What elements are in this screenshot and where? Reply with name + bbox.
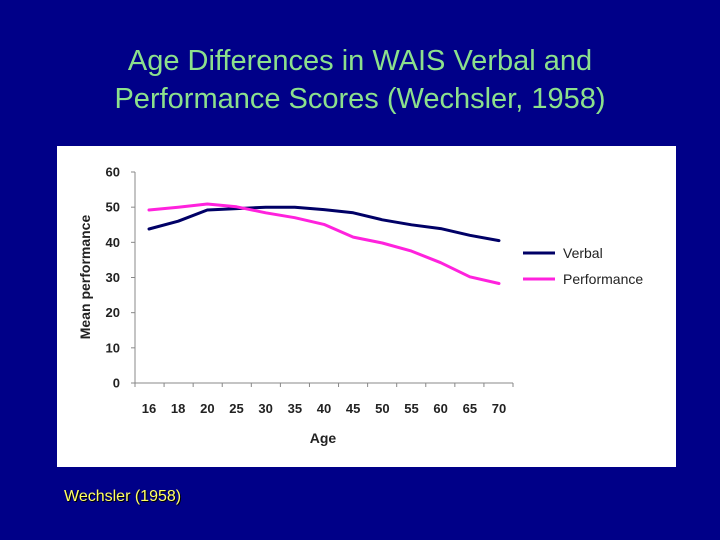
series-line-performance: [147, 202, 501, 285]
slide-title-line-2: Performance Scores (Wechsler, 1958): [114, 83, 606, 115]
line-chart: 0 10 20 30 40 50 60 16 18 20 25 30 35 40 45 50 55 60 65 70 A…: [77, 165, 643, 447]
x-tick-label: 50: [375, 401, 389, 416]
y-tick-label: 50: [106, 200, 120, 215]
legend-label-verbal: Verbal: [563, 245, 603, 261]
y-tick-label: 10: [106, 340, 120, 355]
x-tick-label: 65: [463, 401, 477, 416]
x-tick-label: 45: [346, 401, 360, 416]
x-tick-label: 30: [258, 401, 272, 416]
x-tick-label: 60: [433, 401, 447, 416]
y-tick-label: 40: [106, 235, 120, 250]
y-tick-label: 0: [113, 376, 120, 391]
series-line-verbal: [147, 205, 501, 243]
x-tick-label: 25: [229, 401, 243, 416]
legend-label-performance: Performance: [563, 271, 643, 287]
slide-title-line-1: Age Differences in WAIS Verbal and: [127, 45, 593, 77]
x-tick-label: 40: [317, 401, 331, 416]
x-axis-title: Age: [310, 430, 337, 446]
citation: Wechsler (1958): [64, 488, 182, 505]
y-tick-label: 60: [106, 165, 120, 180]
y-axis-title: Mean performance: [77, 215, 93, 340]
x-tick-label: 16: [142, 401, 156, 416]
x-tick-label: 70: [492, 401, 506, 416]
y-tick-label: 20: [106, 305, 120, 320]
slide-title: Age Differences in WAIS Verbal and Perfo…: [0, 42, 720, 118]
chart-panel: 0 10 20 30 40 50 60 16 18 20 25 30 35 40 45 50 55 60 65 70 A…: [57, 146, 676, 467]
x-tick-label: 35: [288, 401, 302, 416]
x-tick-label: 55: [404, 401, 418, 416]
x-tick-label: 20: [200, 401, 214, 416]
y-tick-label: 30: [106, 270, 120, 285]
x-tick-label: 18: [171, 401, 185, 416]
